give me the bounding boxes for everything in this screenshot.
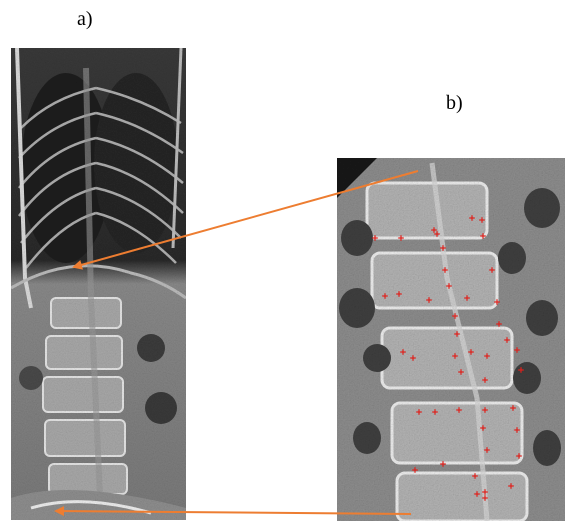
landmark-marker — [396, 291, 402, 297]
landmark-marker — [412, 467, 418, 473]
landmark-marker — [464, 295, 470, 301]
landmark-marker — [480, 233, 486, 239]
landmark-marker — [479, 217, 485, 223]
landmark-marker — [482, 407, 488, 413]
landmark-marker — [484, 353, 490, 359]
landmark-marker — [510, 405, 516, 411]
landmark-marker — [480, 425, 486, 431]
spine-xray-full-image — [11, 48, 186, 520]
landmark-marker — [474, 491, 480, 497]
landmark-marker — [518, 367, 524, 373]
landmark-marker — [482, 377, 488, 383]
landmark-marker — [440, 245, 446, 251]
landmark-marker — [469, 215, 475, 221]
landmark-marker — [416, 409, 422, 415]
landmark-marker — [468, 349, 474, 355]
panel-a-label: a) — [77, 8, 93, 30]
landmark-marker — [434, 231, 440, 237]
spine-xray-full-drawing — [11, 48, 186, 520]
landmark-marker — [504, 337, 510, 343]
landmark-marker — [516, 453, 522, 459]
landmark-marker — [472, 473, 478, 479]
landmark-marker — [496, 321, 502, 327]
landmark-marker — [454, 331, 460, 337]
landmark-marker — [426, 297, 432, 303]
landmark-marker — [382, 293, 388, 299]
landmark-marker — [452, 313, 458, 319]
spine-xray-zoomed-image — [337, 158, 565, 521]
landmark-marker — [514, 347, 520, 353]
spine-xray-zoomed-drawing — [337, 158, 565, 521]
landmark-marker — [410, 355, 416, 361]
landmark-marker — [514, 427, 520, 433]
landmark-marker — [458, 369, 464, 375]
landmark-marker — [400, 349, 406, 355]
landmark-marker — [446, 283, 452, 289]
landmark-marker — [432, 409, 438, 415]
landmark-marker — [482, 495, 488, 501]
landmark-marker — [456, 407, 462, 413]
landmark-marker — [452, 353, 458, 359]
landmark-marker — [484, 447, 490, 453]
landmark-marker — [440, 461, 446, 467]
landmark-marker — [431, 227, 437, 233]
landmark-marker — [489, 267, 495, 273]
landmark-marker — [442, 267, 448, 273]
panel-b-label: b) — [446, 92, 463, 114]
landmark-marker — [482, 489, 488, 495]
landmark-marker — [508, 483, 514, 489]
landmark-marker — [494, 299, 500, 305]
